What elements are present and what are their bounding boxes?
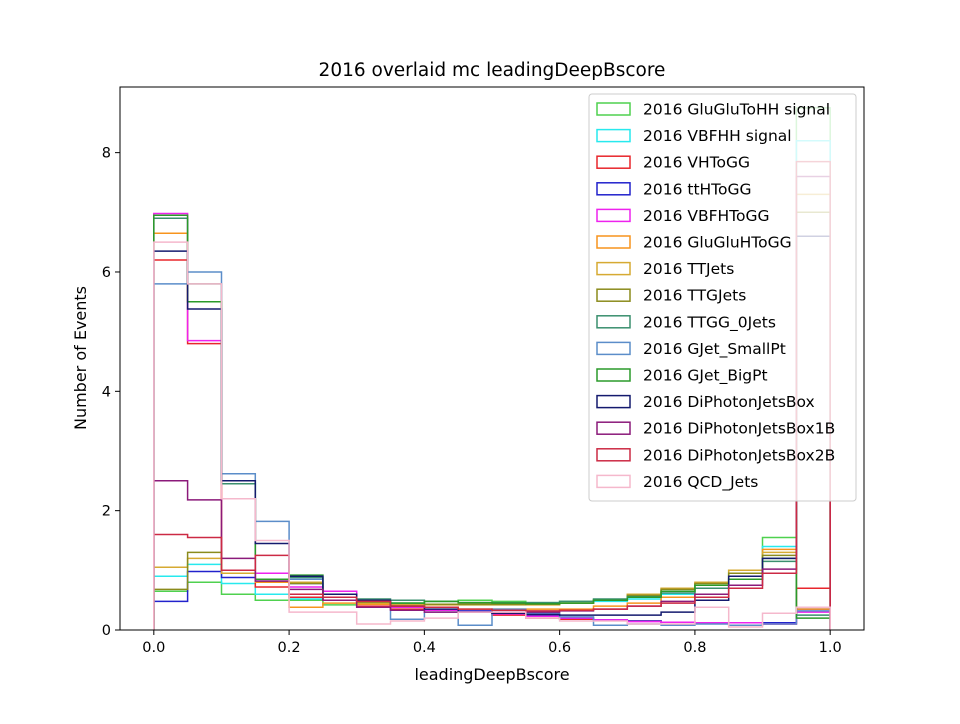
legend-swatch bbox=[596, 182, 631, 196]
legend-swatch bbox=[596, 288, 631, 302]
y-tick-label: 4 bbox=[102, 384, 111, 400]
legend-swatch bbox=[596, 421, 631, 435]
y-axis-label: Number of Events bbox=[71, 286, 90, 430]
x-tick-label: 0.4 bbox=[413, 640, 436, 656]
x-tick-label: 0.8 bbox=[683, 640, 706, 656]
legend-label: 2016 VBFHToGG bbox=[643, 207, 770, 225]
legend-label: 2016 TTGG_0Jets bbox=[643, 313, 776, 332]
histogram-series-13 bbox=[153, 160, 831, 630]
legend-label: 2016 GJet_SmallPt bbox=[643, 340, 786, 359]
legend-label: 2016 QCD_Jets bbox=[643, 473, 758, 492]
x-axis-label: leadingDeepBscore bbox=[414, 665, 569, 684]
legend-swatch bbox=[596, 341, 631, 356]
legend-swatch bbox=[596, 474, 631, 489]
legend-swatch bbox=[596, 368, 631, 382]
y-tick-label: 6 bbox=[102, 265, 111, 281]
legend-label: 2016 DiPhotonJetsBox1B bbox=[643, 420, 835, 438]
histogram-series-14 bbox=[153, 241, 831, 630]
y-tick-label: 8 bbox=[102, 146, 111, 162]
legend-label: 2016 ttHToGG bbox=[643, 180, 752, 198]
plot-area bbox=[153, 107, 831, 630]
legend-swatch bbox=[596, 448, 631, 462]
legend-label: 2016 GluGluToHH signal bbox=[643, 101, 830, 119]
legend: 2016 GluGluToHH signal 2016 VBFHH signal 2… bbox=[588, 93, 857, 502]
legend-swatch bbox=[596, 128, 631, 143]
legend-swatch bbox=[596, 315, 631, 329]
legend-label: 2016 TTGJets bbox=[643, 287, 746, 305]
y-tick-label: 0 bbox=[102, 623, 111, 639]
legend-swatch bbox=[596, 102, 631, 116]
x-tick-label: 1.0 bbox=[819, 640, 842, 656]
legend-swatch bbox=[596, 394, 631, 409]
legend-label: 2016 DiPhotonJetsBox bbox=[643, 393, 815, 411]
legend-label: 2016 GluGluHToGG bbox=[643, 234, 792, 252]
x-tick-label: 0.2 bbox=[278, 640, 301, 656]
y-tick-label: 2 bbox=[102, 504, 111, 520]
legend-label: 2016 VHToGG bbox=[643, 154, 750, 172]
legend-frame bbox=[588, 93, 857, 502]
x-tick-label: 0.6 bbox=[548, 640, 571, 656]
x-axis: 0.0 0.2 0.4 0.6 0.8 1.0 bbox=[142, 630, 842, 656]
legend-swatch bbox=[596, 261, 631, 276]
legend-swatch bbox=[596, 155, 631, 169]
axes-frame bbox=[119, 86, 865, 631]
x-tick-label: 0.0 bbox=[142, 640, 165, 656]
legend-label: 2016 DiPhotonJetsBox2B bbox=[643, 446, 835, 464]
y-axis: 0 2 4 6 8 bbox=[102, 146, 120, 639]
legend-label: 2016 VBFHH signal bbox=[643, 127, 792, 145]
chart-title: 2016 overlaid mc leadingDeepBscore bbox=[319, 60, 666, 81]
legend-label: 2016 GJet_BigPt bbox=[643, 367, 768, 386]
legend-swatch bbox=[596, 208, 631, 223]
legend-swatch bbox=[596, 235, 631, 249]
legend-label: 2016 TTJets bbox=[643, 260, 734, 278]
